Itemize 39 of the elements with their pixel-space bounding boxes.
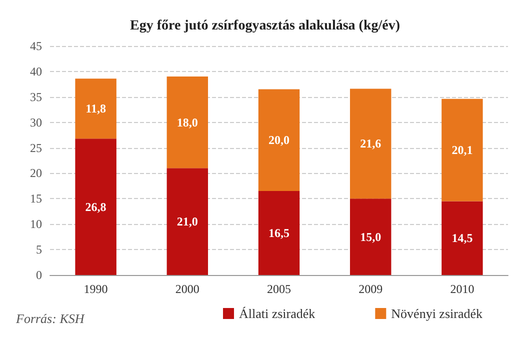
chart-title: Egy főre jutó zsírfogyasztás alakulása (kg/év) (130, 18, 400, 34)
bar (166, 76, 208, 168)
bar (75, 138, 116, 275)
x-tick-label: 2005 (267, 282, 291, 296)
y-tick-label: 0 (36, 268, 42, 282)
y-tick-label: 35 (30, 90, 42, 104)
data-label: 18,0 (176, 115, 198, 130)
bar (350, 198, 392, 275)
y-tick-label: 20 (30, 166, 42, 180)
bar (166, 168, 208, 275)
bar (350, 88, 392, 199)
y-tick-label: 30 (30, 115, 42, 130)
data-label: 26,8 (85, 200, 106, 214)
y-tick-label: 25 (30, 140, 42, 155)
bar (258, 89, 300, 192)
bar (75, 78, 116, 139)
x-tick-label: 1990 (84, 282, 108, 296)
data-label: 20,0 (268, 133, 290, 148)
data-label: 14,5 (452, 231, 473, 246)
legend-label: Növényi zsiradék (391, 306, 483, 321)
bar (442, 201, 483, 275)
data-label: 21,6 (360, 136, 382, 151)
bar (442, 98, 483, 202)
data-label: 16,5 (268, 226, 290, 240)
y-tick-label: 10 (30, 217, 42, 232)
text: Forrás: KSH (15, 311, 85, 326)
y-tick-label: 45 (30, 39, 42, 53)
y-tick-label: 40 (30, 64, 42, 78)
y-tick-label: 15 (30, 192, 42, 206)
data-label: 11,8 (86, 102, 106, 116)
legend-label: Állati zsiradék (239, 306, 316, 321)
x-tick-label: 2000 (175, 282, 200, 296)
x-tick-label: 2010 (450, 282, 474, 296)
data-label: 20,1 (452, 143, 473, 158)
bar (258, 191, 300, 275)
y-tick-label: 5 (36, 242, 42, 257)
x-tick-label: 2009 (358, 282, 383, 296)
data-label: 15,0 (360, 230, 382, 244)
data-label: 21,0 (176, 214, 198, 229)
